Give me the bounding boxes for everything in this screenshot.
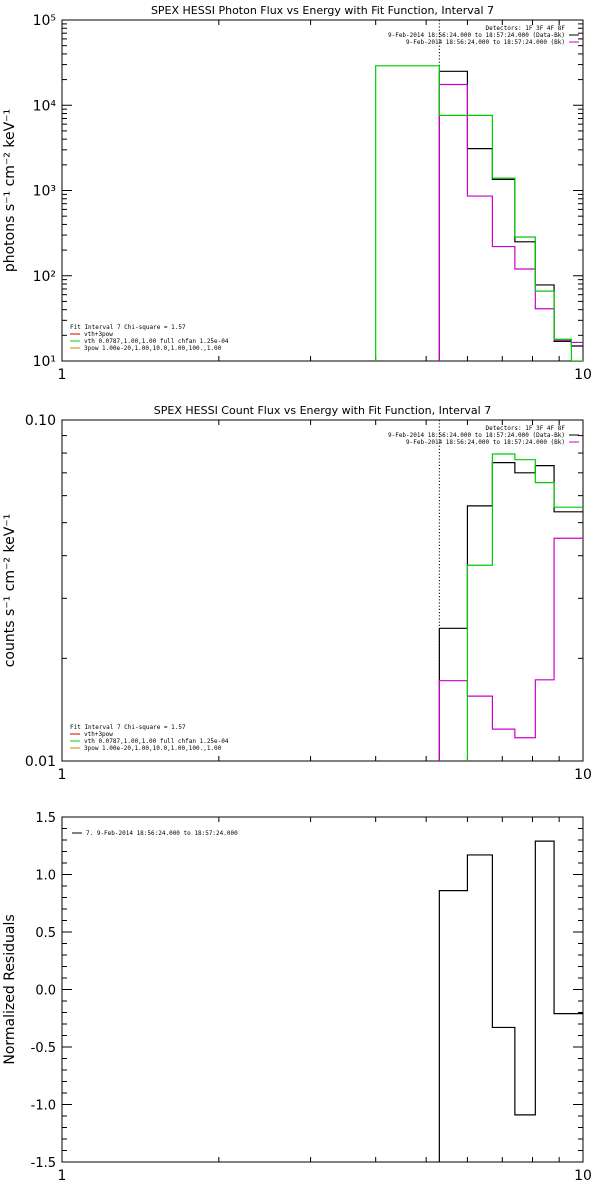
series-vth (375, 65, 583, 361)
panel-3: Normalized Residuals 1 10 1.5 1.0 0.5 0.0 -0.5 -… (2, 811, 592, 1184)
y-tick-label: -1.0 (31, 1099, 56, 1114)
series-vth (466, 453, 583, 761)
x-tick-label: 10 (574, 767, 592, 783)
y-tick-label: -0.5 (31, 1041, 56, 1056)
y-tick-label: 1.0 (35, 869, 56, 884)
legend-left-entry: vth+3pow (84, 331, 113, 338)
series-bk (438, 83, 583, 361)
x-tick-label: 1 (58, 1168, 67, 1184)
legend-left-entry: 7. 9-Feb-2014 18:56:24.000 to 18:57:24.0… (86, 830, 238, 837)
legend-right-entry: 9-Feb-2014 18:56:24.000 to 18:57:24.000 … (406, 439, 565, 446)
legend-right-entry: Detectors: 1F 3F 4F 8F (486, 25, 566, 32)
y-axis-label: counts s⁻¹ cm⁻² keV⁻¹ (2, 514, 18, 668)
chart-title: SPEX HESSI Count Flux vs Energy with Fit… (154, 404, 491, 417)
legend-left-entry: Fit Interval 7 Chi-square = 1.57 (70, 324, 186, 331)
y-tick-label: 1.5 (35, 811, 56, 826)
panel-2: SPEX HESSI Count Flux vs Energy with Fit… (2, 404, 592, 783)
x-tick-label: 1 (58, 367, 67, 383)
legend-left-entry: vth+3pow (84, 731, 113, 738)
plot-frame (61, 419, 584, 762)
legend-left-entry: Fit Interval 7 Chi-square = 1.57 (70, 724, 186, 731)
y-tick-label: -1.5 (31, 1156, 56, 1171)
x-tick-label: 10 (574, 1168, 592, 1184)
x-tick-label: 1 (58, 767, 67, 783)
y-tick-label: 10⁵ (33, 13, 56, 29)
y-axis-label: Normalized Residuals (2, 914, 18, 1064)
plot-frame (61, 19, 584, 362)
panel-1: SPEX HESSI Photon Flux vs Energy with Fi… (2, 4, 592, 383)
y-tick-label: 0.0 (35, 984, 56, 999)
y-tick-label: 10² (33, 269, 56, 285)
series-bk (438, 537, 583, 761)
legend-right-entry: 9-Feb-2014 18:56:24.000 to 18:57:24.000 … (388, 432, 565, 439)
x-tick-label: 10 (574, 367, 592, 383)
y-axis-label: photons s⁻¹ cm⁻² keV⁻¹ (2, 109, 18, 272)
series-data-bk (438, 70, 583, 361)
y-tick-label: 0.5 (35, 926, 56, 941)
plot-frame (61, 816, 584, 1163)
y-tick-label: 10¹ (33, 354, 56, 370)
legend-left-entry: 3pow 1.00e-20,1.00,10.0,1.00,100.,1.00 (84, 745, 222, 752)
legend-right-entry: Detectors: 1F 3F 4F 8F (486, 425, 566, 432)
series-residuals (438, 840, 583, 1162)
y-tick-label: 10⁴ (33, 98, 57, 114)
legend-left-entry: 3pow 1.00e-20,1.00,10.0,1.00,100.,1.00 (84, 345, 222, 352)
legend-left-entry: vth 0.0787,1.00,1.00 full chfan 1.25e-04 (84, 738, 229, 745)
chart-title: SPEX HESSI Photon Flux vs Energy with Fi… (151, 4, 494, 17)
y-tick-label: 0.01 (25, 754, 56, 770)
legend-right-entry: 9-Feb-2014 18:56:24.000 to 18:57:24.000 … (388, 32, 565, 39)
legend-right-entry: 9-Feb-2014 18:56:24.000 to 18:57:24.000 … (406, 39, 565, 46)
legend-left-entry: vth 0.0787,1.00,1.00 full chfan 1.25e-04 (84, 338, 229, 345)
y-tick-label: 10³ (33, 184, 56, 200)
y-tick-label: 0.10 (25, 413, 56, 429)
